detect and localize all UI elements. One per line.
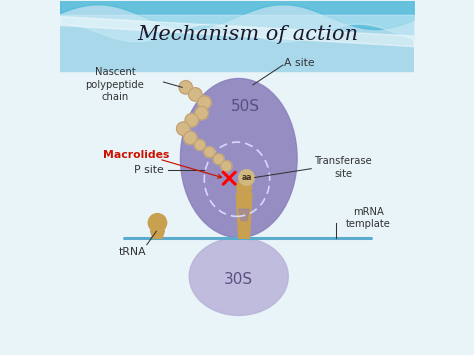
Polygon shape [60,17,414,47]
Ellipse shape [148,214,167,232]
Circle shape [239,170,255,185]
Polygon shape [237,193,252,238]
Text: A site: A site [283,58,314,67]
Circle shape [185,114,199,127]
Text: Transferase
site: Transferase site [314,157,372,179]
Text: aa: aa [241,173,252,182]
Circle shape [183,131,197,144]
Ellipse shape [189,237,288,315]
Text: Macrolides: Macrolides [103,149,169,159]
Text: tRNA: tRNA [119,247,146,257]
Text: Mechanism of action: Mechanism of action [137,25,358,44]
Text: Nascent
polypeptide
chain: Nascent polypeptide chain [86,67,145,102]
Ellipse shape [181,78,297,237]
Polygon shape [150,230,164,238]
Text: P site: P site [135,165,164,175]
Circle shape [179,81,192,94]
Circle shape [176,122,190,135]
Ellipse shape [237,179,252,195]
Text: mRNA
template: mRNA template [346,207,391,229]
Circle shape [194,140,205,151]
Text: 30S: 30S [224,272,253,287]
Bar [60,1,414,71]
Circle shape [213,154,224,165]
Polygon shape [239,209,249,221]
Text: 50S: 50S [231,99,260,114]
Circle shape [195,106,209,120]
Circle shape [204,147,215,158]
Circle shape [189,88,202,101]
Circle shape [221,161,232,172]
Circle shape [198,96,211,109]
